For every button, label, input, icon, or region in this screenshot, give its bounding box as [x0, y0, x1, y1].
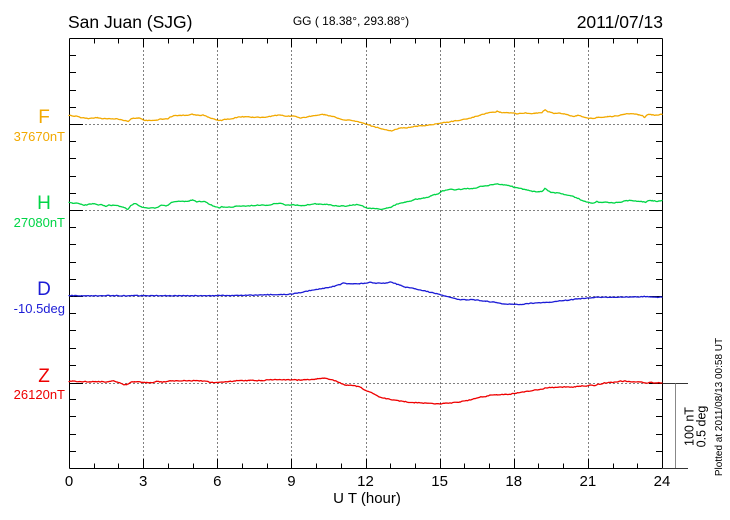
trace-F [68, 109, 663, 132]
x-tick-label-15: 15 [431, 473, 448, 490]
component-letter-F: F [38, 107, 50, 128]
plotted-at-note: Plotted at 2011/08/13 00:58 UT [713, 337, 725, 477]
station-name: San Juan (SJG) [68, 12, 193, 32]
component-letter-D: D [37, 279, 51, 301]
x-tick-label-21: 21 [579, 473, 597, 490]
component-base-value-D: -10.5deg [13, 301, 65, 316]
x-tick-label-6: 6 [213, 473, 222, 490]
component-base-value-H: 27080nT [13, 214, 65, 230]
component-base-value-Z: 26120nT [13, 387, 65, 403]
x-tick-label-3: 3 [138, 473, 148, 490]
x-tick-label-18: 18 [505, 473, 523, 490]
x-tick-label-12: 12 [357, 473, 374, 490]
scale-bar-label-line2: 0.5 deg [694, 405, 708, 447]
component-letter-H: H [37, 193, 51, 214]
x-tick-label-24: 24 [653, 473, 671, 490]
x-axis-title: U T (hour) [333, 489, 401, 507]
scale-bar-label: 100 nT 0.5 deg [683, 326, 709, 520]
component-letter-Z: Z [38, 365, 50, 387]
trace-D [68, 281, 663, 306]
plot-date: 2011/07/13 [576, 12, 663, 32]
component-base-value-F: 37670nT [13, 128, 65, 144]
trace-H [68, 183, 663, 211]
x-tick-label-9: 9 [287, 473, 296, 490]
geographic-coordinates: GG ( 18.38°, 293.88°) [292, 14, 410, 28]
trace-Z [68, 377, 663, 405]
x-tick-label-0: 0 [64, 473, 74, 490]
